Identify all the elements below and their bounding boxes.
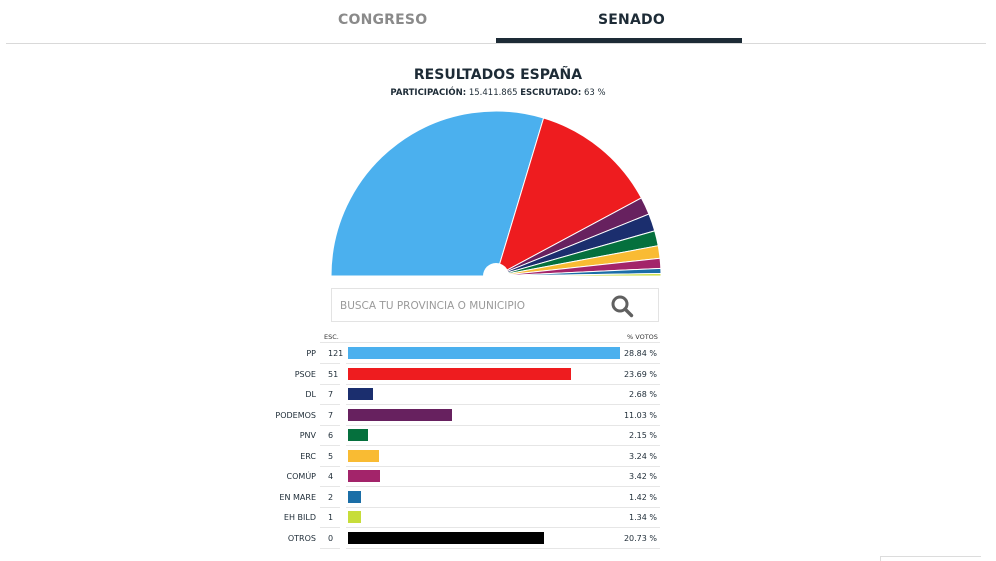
party-name: ERC — [300, 451, 316, 461]
result-row[interactable]: COMÚP 4 3.42 % — [0, 466, 996, 488]
row-divider — [320, 486, 340, 488]
vote-percentage: 28.84 % — [623, 349, 657, 358]
search-icon[interactable] — [610, 294, 634, 318]
row-divider — [346, 383, 660, 385]
row-divider — [320, 445, 340, 447]
party-seats: 7 — [328, 390, 334, 400]
participation-summary: PARTICIPACIÓN: 15.411.865 ESCRUTADO: 63 … — [0, 88, 996, 98]
party-seats: 121 — [328, 349, 344, 358]
vote-bar — [348, 470, 381, 483]
result-row[interactable]: EN MARE 2 1.42 % — [0, 487, 996, 508]
vote-percentage: 3.24 % — [629, 451, 657, 461]
vote-bar — [348, 429, 369, 442]
row-divider — [320, 547, 340, 549]
party-name: OTROS — [287, 533, 316, 543]
vote-bar — [348, 408, 453, 421]
result-row[interactable]: PP 121 28.84 % — [0, 343, 996, 364]
party-seats: 2 — [328, 492, 334, 502]
party-name: PNV — [299, 431, 316, 441]
vote-percentage: 3.42 % — [629, 472, 657, 482]
row-divider — [320, 506, 340, 508]
party-name: PP — [306, 349, 316, 358]
header-divider — [320, 342, 660, 343]
vote-bar — [348, 531, 544, 544]
row-divider — [346, 506, 660, 508]
active-tab-indicator — [496, 38, 742, 43]
party-seats: 1 — [328, 513, 334, 523]
row-divider — [346, 465, 660, 467]
row-divider — [320, 404, 340, 406]
party-seats: 7 — [328, 410, 334, 420]
vote-bar — [348, 490, 362, 503]
row-divider — [320, 383, 340, 385]
result-row[interactable]: OTROS 0 20.73 % — [0, 528, 996, 549]
scrutiny-label: ESCRUTADO: — [520, 88, 582, 98]
party-name: DL — [305, 390, 316, 400]
hemicycle-center — [483, 263, 509, 280]
result-row[interactable]: EH BILD 1 1.34 % — [0, 507, 996, 529]
results-tabs: CONGRESO SENADO — [6, 0, 986, 44]
hemicycle-slice — [495, 117, 643, 278]
result-row[interactable]: DL 7 2.68 % — [0, 384, 996, 406]
search-input[interactable] — [340, 297, 600, 315]
party-name: PSOE — [294, 369, 316, 379]
participation-value: 15.411.865 — [468, 88, 518, 98]
party-seats: 4 — [328, 472, 334, 482]
party-name: EN MARE — [279, 492, 316, 502]
tab-senado[interactable]: SENADO — [598, 12, 665, 28]
vote-bar — [348, 347, 620, 359]
party-seats: 0 — [328, 533, 334, 543]
corner-frame — [880, 556, 981, 561]
vote-bar — [348, 367, 572, 380]
row-divider — [346, 424, 660, 426]
vote-percentage: 11.03 % — [623, 410, 657, 420]
participation-label: PARTICIPACIÓN: — [390, 88, 467, 98]
vote-percentage: 1.42 % — [629, 492, 657, 502]
hemicycle-slice — [495, 272, 662, 277]
vote-bar — [348, 449, 379, 462]
party-name: PODEMOS — [275, 410, 316, 420]
result-row[interactable]: PSOE 51 23.69 % — [0, 364, 996, 385]
party-seats: 5 — [328, 451, 334, 461]
seats-column-header: ESC. — [324, 333, 339, 341]
party-seats: 6 — [328, 431, 334, 441]
row-divider — [346, 404, 660, 406]
row-divider — [346, 547, 660, 549]
party-seats: 51 — [328, 369, 339, 379]
vote-bar — [348, 388, 374, 401]
hemicycle-chart — [330, 110, 662, 280]
row-divider — [346, 363, 660, 364]
scrutiny-value: 63 % — [583, 88, 606, 98]
tab-congreso[interactable]: CONGRESO — [338, 12, 428, 28]
row-divider — [346, 486, 660, 488]
votes-column-header: % VOTOS — [627, 333, 658, 341]
result-row[interactable]: ERC 5 3.24 % — [0, 446, 996, 467]
vote-percentage: 20.73 % — [623, 533, 657, 543]
row-divider — [346, 445, 660, 447]
row-divider — [320, 465, 340, 467]
vote-bar — [348, 511, 361, 524]
result-row[interactable]: PODEMOS 7 11.03 % — [0, 405, 996, 426]
search-box — [331, 288, 659, 322]
row-divider — [320, 363, 340, 364]
row-divider — [320, 527, 340, 529]
party-name: EH BILD — [283, 513, 316, 523]
hemicycle-slice — [330, 110, 545, 277]
party-name: COMÚP — [286, 472, 316, 482]
vote-percentage: 1.34 % — [629, 513, 657, 523]
vote-percentage: 2.15 % — [629, 431, 657, 441]
result-row[interactable]: PNV 6 2.15 % — [0, 425, 996, 447]
page-title: RESULTADOS ESPAÑA — [413, 67, 583, 83]
vote-percentage: 2.68 % — [629, 390, 657, 400]
row-divider — [320, 424, 340, 426]
vote-percentage: 23.69 % — [623, 369, 657, 379]
row-divider — [346, 527, 660, 529]
